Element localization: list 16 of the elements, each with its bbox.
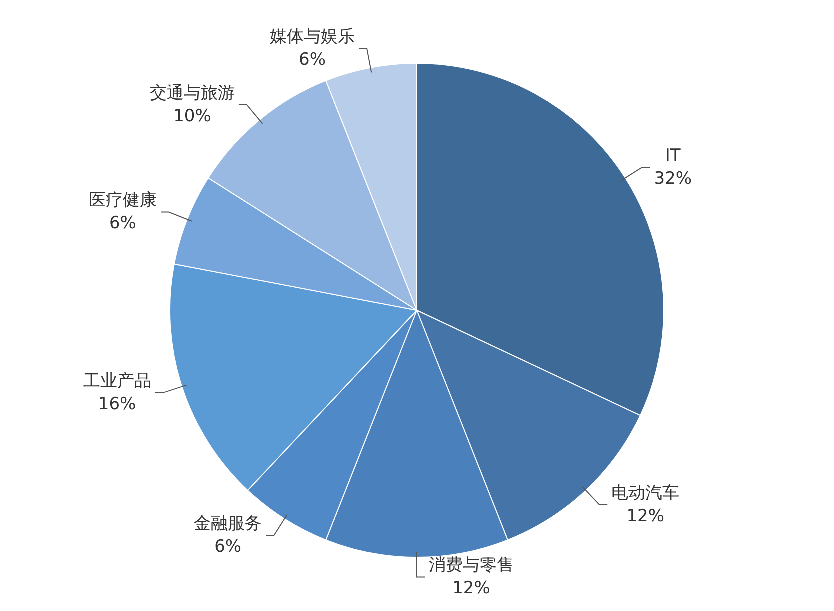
data-label: 12%	[626, 506, 665, 526]
slice-label: 媒体与娱乐	[270, 26, 356, 47]
slice-label: 金融服务	[194, 514, 262, 534]
data-label: 32%	[654, 168, 692, 189]
slice-label: 医疗健康	[88, 190, 157, 211]
data-label: 6%	[109, 214, 136, 234]
data-label: 12%	[452, 578, 490, 599]
data-label: 16%	[98, 394, 136, 414]
slice-label: 工业产品	[83, 371, 152, 392]
slice-label: 交通与旅游	[150, 83, 235, 104]
data-label: 10%	[174, 106, 212, 126]
data-label: 6%	[299, 50, 326, 70]
slice-label: IT	[665, 146, 682, 166]
slice-label: 消费与零售	[429, 556, 514, 576]
data-label: 6%	[214, 537, 242, 558]
slice-label: 电动汽车	[612, 483, 680, 504]
